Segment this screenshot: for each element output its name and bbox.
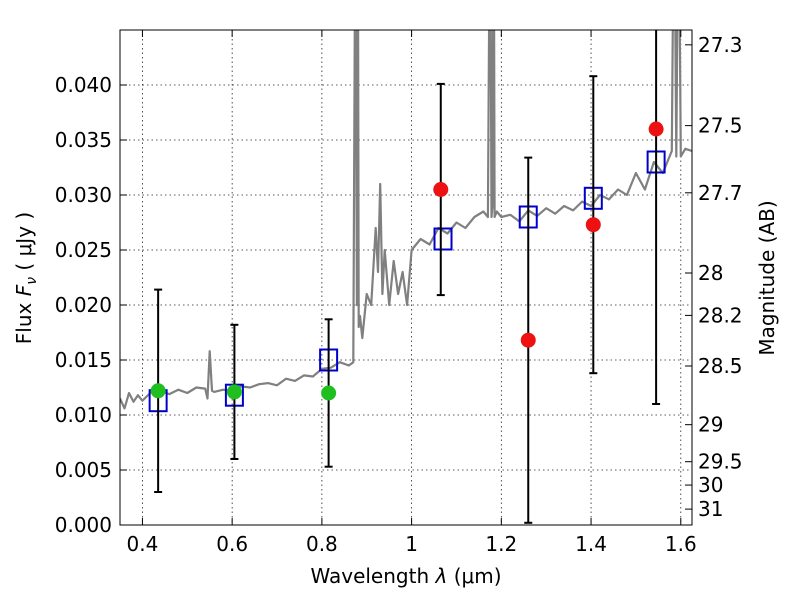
spectrum-line <box>120 30 692 410</box>
y2-tick-label: 28.2 <box>698 303 743 327</box>
y-tick-label: 0.035 <box>55 128 112 152</box>
measured-point <box>226 384 242 400</box>
y2-tick-label: 29.5 <box>698 450 743 474</box>
x-tick-label: 0.4 <box>127 532 159 556</box>
x-tick-label: 0.6 <box>216 532 248 556</box>
y-tick-label: 0.040 <box>55 73 112 97</box>
y2-tick-label: 27.3 <box>698 33 743 57</box>
data-layer <box>120 30 692 524</box>
y2-tick-label: 31 <box>698 497 723 521</box>
x-tick-label: 0.8 <box>306 532 338 556</box>
measured-point <box>648 121 664 137</box>
x-tick-label: 1.6 <box>665 532 697 556</box>
y2-tick-label: 28.5 <box>698 354 743 378</box>
y2-axis-title: Magnitude (AB) <box>755 200 779 355</box>
y2-tick-label: 28 <box>698 261 723 285</box>
measured-point <box>321 385 337 401</box>
y-tick-label: 0.005 <box>55 458 112 482</box>
y-tick-label: 0.010 <box>55 403 112 427</box>
y-tick-label: 0.025 <box>55 238 112 262</box>
x-tick-label: 1.4 <box>575 532 607 556</box>
x-tick-label: 1.2 <box>485 532 517 556</box>
model-point-square <box>433 227 453 251</box>
y-tick-label: 0.030 <box>55 183 112 207</box>
measured-point <box>150 383 166 399</box>
x-tick-label: 1 <box>405 532 418 556</box>
plot-frame <box>119 29 693 526</box>
y2-tick-label: 27.7 <box>698 181 743 205</box>
grid <box>120 30 692 526</box>
y-axis-title: Flux Fν ( μJy ) <box>12 212 40 344</box>
ticks: 0.4 0.6 0.8 1 1.2 1.4 1.6 0.000 0.005 0.010 0.015 0… <box>55 30 743 556</box>
y-tick-label: 0.000 <box>55 513 112 537</box>
y-tick-label: 0.015 <box>55 348 112 372</box>
y-tick-label: 0.020 <box>55 293 112 317</box>
y2-tick-label: 27.5 <box>698 114 743 138</box>
measured-point <box>585 217 601 233</box>
measured-point <box>433 182 449 197</box>
y2-tick-label: 29 <box>698 413 723 437</box>
measured-point <box>520 332 536 348</box>
y2-tick-label: 30 <box>698 473 723 497</box>
x-axis-title: Wavelength λ (μm) <box>310 564 501 588</box>
